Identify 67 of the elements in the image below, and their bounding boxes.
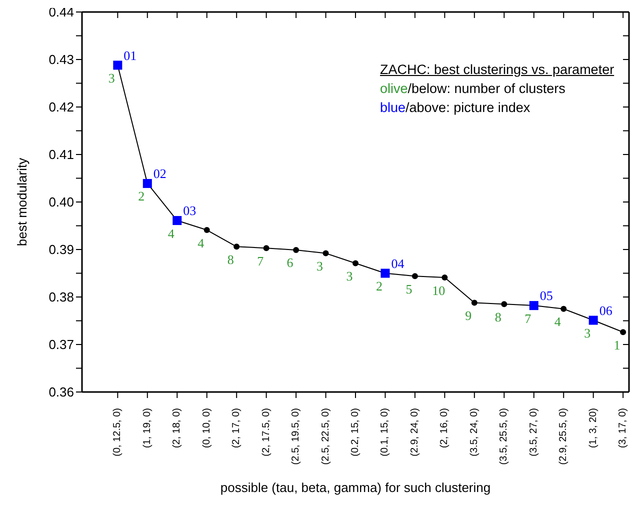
annotation: 7	[257, 253, 264, 268]
x-tick-label: (2, 18, 0)	[172, 408, 183, 448]
x-tick-label: (2.5, 22.5, 0)	[320, 408, 332, 465]
x-tick-label: (3.5, 27, 0)	[528, 408, 540, 456]
x-axis-title: possible (tau, beta, gamma) for such clustering	[220, 480, 491, 495]
annotation: 05	[540, 288, 553, 304]
annotation: 8	[227, 252, 234, 267]
point	[560, 306, 567, 312]
annotation: blue/above: picture index	[380, 99, 532, 117]
annotation: 4	[168, 226, 175, 241]
point	[501, 301, 508, 308]
annotation: 01	[124, 48, 137, 63]
annotation: 06	[599, 302, 613, 318]
point	[322, 250, 329, 256]
x-tick-label: (0.2, 15, 0)	[350, 408, 361, 456]
point	[234, 244, 240, 250]
y-tick-label: 0.36	[48, 384, 74, 400]
x-tick-label: (2.9, 24, 0)	[409, 408, 420, 456]
y-tick-label: 0.37	[48, 337, 74, 352]
annotation: 3	[108, 70, 115, 86]
x-tick-label: (2.9, 25.5, 0)	[558, 408, 570, 465]
y-tick-label: 0.40	[48, 194, 74, 210]
point	[204, 227, 210, 234]
x-tick-label: (0.1, 15, 0)	[380, 408, 391, 456]
annotation: 2	[138, 188, 145, 204]
annotation: 3	[316, 258, 324, 274]
annotation: 2	[376, 278, 382, 294]
point	[620, 329, 626, 336]
x-tick-label: (1, 3, 20)	[588, 408, 599, 448]
annotation: 1	[614, 337, 620, 352]
point	[442, 274, 448, 281]
y-tick-label: 0.43	[48, 52, 74, 68]
annotation: 7	[524, 310, 532, 326]
annotation: 6	[286, 255, 294, 270]
annotation: 4	[198, 235, 205, 250]
y-tick-label: 0.39	[48, 242, 74, 258]
point	[352, 260, 358, 266]
annotation: olive/below: number of clusters	[380, 80, 566, 98]
point	[412, 273, 418, 280]
x-tick-label: (3.5, 25.5, 0)	[498, 408, 510, 465]
annotation: 03	[183, 203, 196, 218]
y-tick-label: 0.42	[48, 100, 74, 115]
x-tick-label: (2, 17, 0)	[231, 408, 242, 448]
annotation: 5	[406, 281, 412, 296]
annotation: 9	[465, 308, 472, 323]
y-tick-label: 0.38	[48, 290, 74, 305]
annotation: 3	[346, 268, 353, 284]
annotation: 8	[494, 309, 502, 324]
annotation: 04	[391, 256, 405, 271]
annotation: ZACHC: best clusterings vs. parameter	[380, 61, 614, 79]
annotation: 4	[554, 314, 562, 330]
x-tick-label: (2, 16, 0)	[439, 408, 450, 448]
point	[293, 246, 300, 253]
annotation: 3	[584, 326, 591, 341]
x-tick-label: (2.5, 19.5, 0)	[290, 408, 302, 465]
x-tick-label: (1, 19, 0)	[142, 408, 153, 448]
point	[471, 300, 478, 306]
point	[263, 245, 270, 252]
x-tick-label: (3, 17, 0)	[618, 408, 629, 448]
y-axis-title: best modularity	[14, 157, 30, 246]
x-tick-label: (0, 12.5, 0)	[112, 408, 124, 456]
annotation: 10	[432, 282, 446, 298]
x-tick-label: (2, 17.5, 0)	[260, 408, 272, 456]
x-tick-label: (0, 10, 0)	[201, 408, 212, 448]
y-tick-label: 0.41	[48, 147, 74, 162]
x-tick-label: (3.5, 24, 0)	[468, 408, 480, 456]
annotation: 02	[153, 166, 166, 182]
